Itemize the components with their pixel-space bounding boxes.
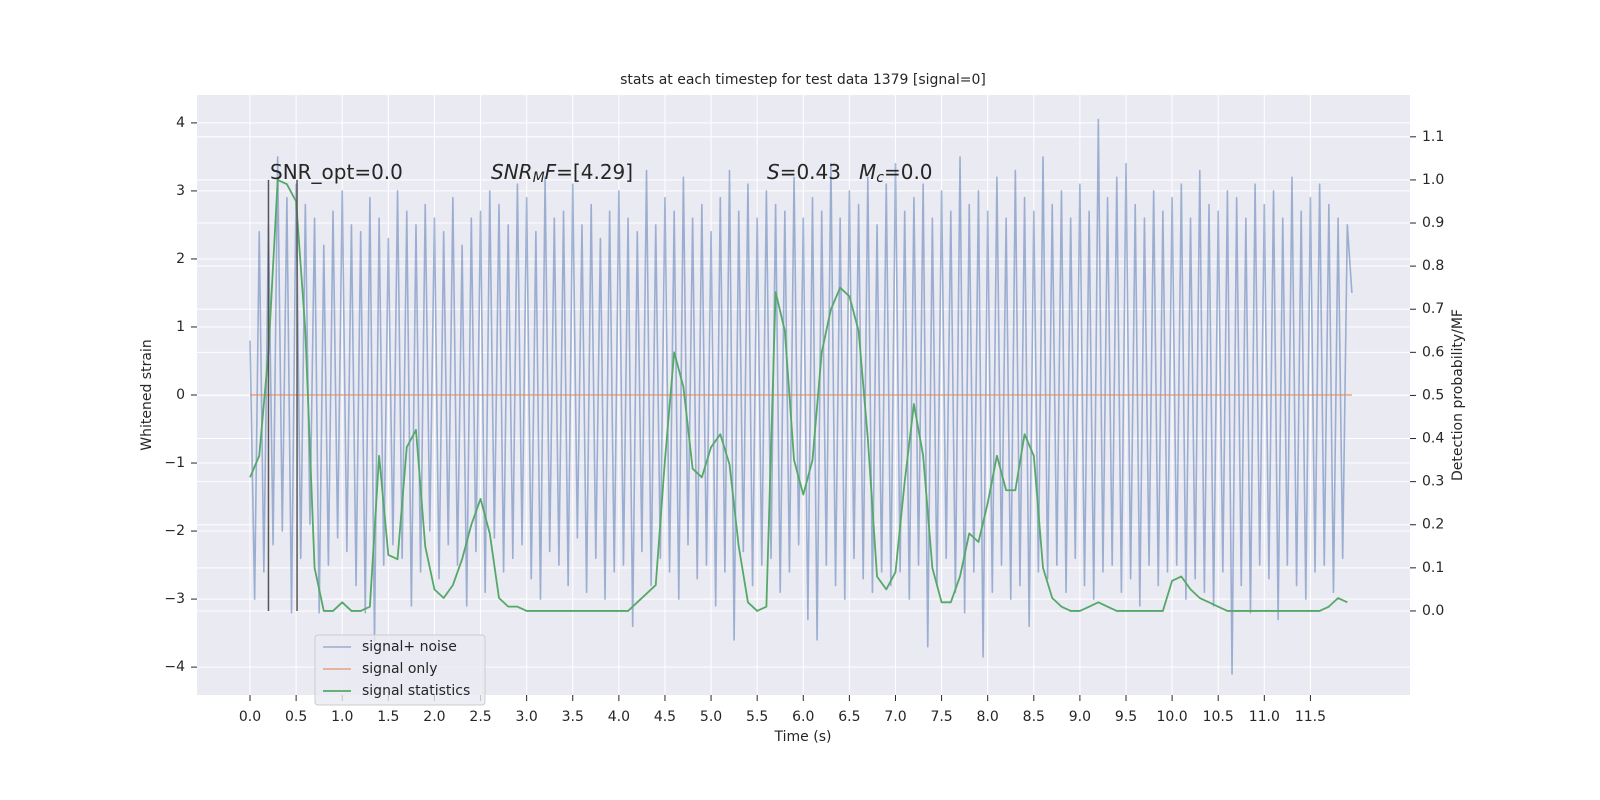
chart-title: stats at each timestep for test data 137…: [620, 72, 986, 88]
y2-tick-label: 0.8: [1422, 258, 1444, 274]
y2-axis-label: Detection probability/MF: [1450, 309, 1466, 481]
annotation-part: SNR: [491, 160, 533, 184]
annotation-part: M: [533, 170, 545, 186]
x-tick-label: 11.5: [1295, 709, 1326, 725]
legend-label: signal statistics: [362, 683, 470, 699]
y2-tick-label: 0.9: [1422, 215, 1444, 231]
y2-tick-label: 0.7: [1422, 301, 1444, 317]
x-tick-label: 9.5: [1115, 709, 1137, 725]
annotation-part: S: [767, 160, 780, 184]
x-tick-label: 3.5: [562, 709, 584, 725]
legend-label: signal+ noise: [362, 639, 457, 655]
y-tick-label: 1: [176, 319, 185, 335]
y-tick-label: 0: [176, 387, 185, 403]
annotation-part: M: [859, 160, 876, 184]
x-tick-label: 7.5: [930, 709, 952, 725]
y2-tick-label: 0.4: [1422, 431, 1444, 447]
x-tick-label: 1.5: [377, 709, 399, 725]
y-tick-label: −3: [164, 591, 185, 607]
y2-tick-label: 0.2: [1422, 517, 1444, 533]
legend-label: signal only: [362, 661, 437, 677]
annotation: SNRMF=[4.29]: [491, 160, 633, 187]
y-tick-label: 3: [176, 183, 185, 199]
x-tick-label: 5.0: [700, 709, 722, 725]
x-tick-label: 0.0: [239, 709, 261, 725]
y-tick-label: −4: [164, 659, 185, 675]
y2-tick-label: 0.5: [1422, 387, 1444, 403]
y-tick-label: 2: [176, 251, 185, 267]
x-tick-label: 11.0: [1249, 709, 1280, 725]
x-tick-label: 3.0: [516, 709, 538, 725]
x-tick-label: 7.0: [884, 709, 906, 725]
annotation: S=0.43: [767, 160, 841, 184]
x-tick-label: 6.5: [838, 709, 860, 725]
x-tick-label: 10.0: [1157, 709, 1188, 725]
x-tick-label: 4.5: [654, 709, 676, 725]
y2-tick-label: 1.0: [1422, 172, 1444, 188]
y-tick-label: 4: [176, 115, 185, 131]
x-tick-label: 2.5: [469, 709, 491, 725]
y-axis-label: Whitened strain: [139, 339, 155, 450]
x-tick-label: 1.0: [331, 709, 353, 725]
legend-box: [314, 634, 486, 706]
annotation-part: c: [876, 170, 884, 186]
annotation: Mc=0.0: [859, 160, 933, 187]
series-line: [249, 179, 1348, 612]
x-tick-label: 0.5: [285, 709, 307, 725]
annotation-part: F: [545, 160, 557, 184]
x-tick-label: 4.0: [608, 709, 630, 725]
y-tick-label: −1: [164, 455, 185, 471]
series-line: [249, 118, 1353, 675]
x-axis-label: Time (s): [774, 729, 832, 745]
y2-tick-label: 0.1: [1422, 560, 1444, 576]
y2-tick-label: 0.3: [1422, 474, 1444, 490]
x-tick-label: 8.5: [1023, 709, 1045, 725]
y2-tick-label: 1.1: [1422, 129, 1444, 145]
x-tick-label: 2.0: [423, 709, 445, 725]
y2-tick-label: 0.6: [1422, 344, 1444, 360]
x-tick-label: 9.0: [1069, 709, 1091, 725]
x-tick-label: 6.0: [792, 709, 814, 725]
y2-tick-label: 0.0: [1422, 603, 1444, 619]
annotation-part: =0.0: [884, 160, 933, 184]
annotation-part: SNR_opt=0.0: [270, 160, 403, 184]
annotation: SNR_opt=0.0: [270, 160, 403, 184]
x-tick-label: 10.5: [1203, 709, 1234, 725]
annotation-part: =0.43: [780, 160, 841, 184]
x-tick-label: 5.5: [746, 709, 768, 725]
x-tick-label: 8.0: [977, 709, 999, 725]
annotation-part: =[4.29]: [556, 160, 633, 184]
y-tick-label: −2: [164, 523, 185, 539]
